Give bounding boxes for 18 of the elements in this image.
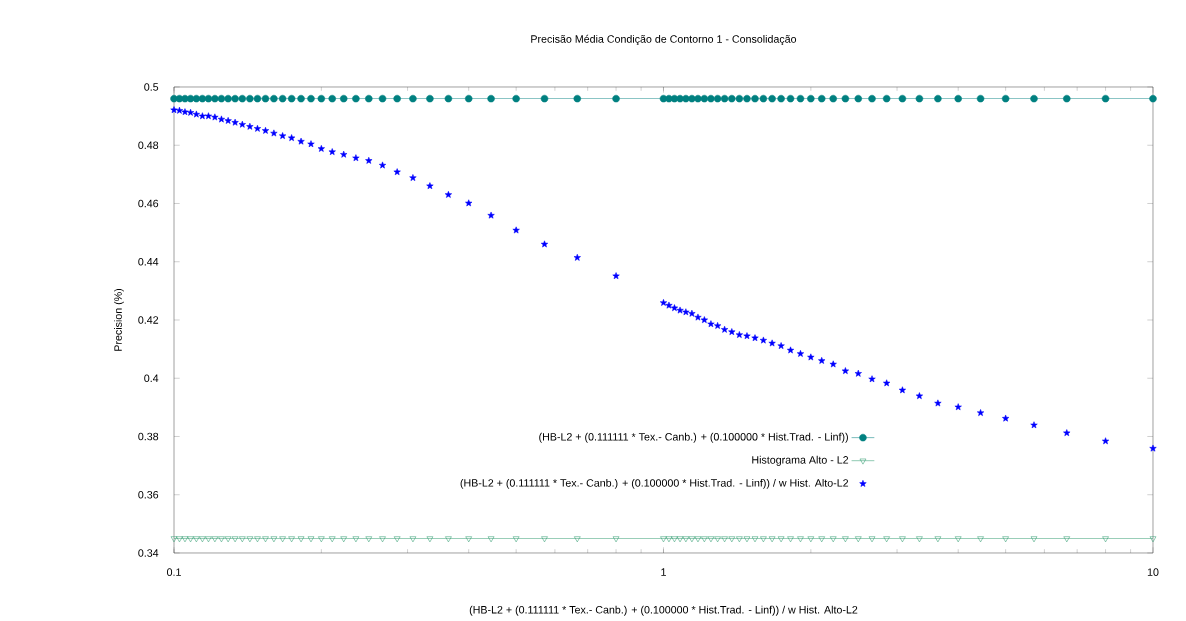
legend-label: Histograma Alto - L2 bbox=[752, 455, 849, 466]
y-tick-label: 0.36 bbox=[138, 490, 159, 499]
x-tick-label: 1 bbox=[661, 568, 666, 576]
y-tick-label: 0.44 bbox=[138, 257, 159, 266]
y-tick-label: 0.46 bbox=[138, 199, 159, 208]
legend-label: (HB-L2 + (0.111111 * Tex.- Canb.) + (0.100000 * Hist.Trad. - Linf)) / w Hist. Alto-L2 bbox=[460, 478, 849, 489]
x-tick-label: 10 bbox=[1147, 568, 1159, 576]
x-axis-title: (HB-L2 + (0.111111 * Tex.- Canb.) + (0.100000 * Hist.Trad. - Linf)) / w Hist. Alto-L2 bbox=[469, 605, 858, 616]
y-tick-label: 0.34 bbox=[138, 549, 159, 557]
y-tick-label: 0.38 bbox=[138, 432, 159, 441]
legend-label: (HB-L2 + (0.111111 * Tex.- Canb.) + (0.100000 * Hist.Trad. - Linf)) bbox=[539, 432, 848, 443]
y-tick-label: 0.4 bbox=[144, 374, 159, 383]
y-tick-label: 0.5 bbox=[144, 83, 159, 91]
y-tick-label: 0.42 bbox=[138, 316, 159, 324]
y-tick-label: 0.48 bbox=[138, 141, 159, 150]
x-tick-label: 0.1 bbox=[167, 568, 181, 576]
chart-title: Precisão Média Condição de Contorno 1 - Consolidação bbox=[531, 34, 797, 45]
y-axis-title: Precision (%) bbox=[114, 288, 124, 351]
